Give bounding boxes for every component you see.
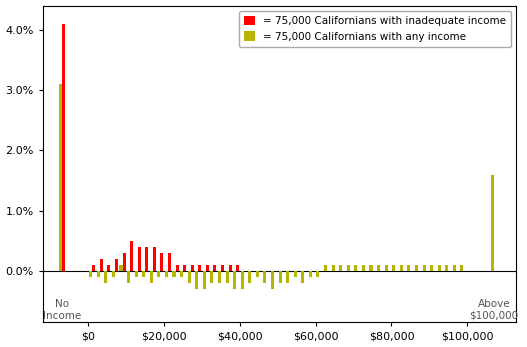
Bar xyxy=(271,271,274,289)
Bar xyxy=(218,271,221,283)
Bar xyxy=(392,265,395,271)
Bar xyxy=(206,265,209,271)
Legend: = 75,000 Californians with inadequate income, = 75,000 Californians with any inc: = 75,000 Californians with inadequate in… xyxy=(239,11,511,47)
Bar xyxy=(195,271,198,289)
Bar xyxy=(294,271,297,277)
Bar xyxy=(203,271,206,289)
Bar xyxy=(115,259,118,271)
Bar xyxy=(437,265,441,271)
Bar xyxy=(145,247,148,271)
Text: Above
$100,000: Above $100,000 xyxy=(469,299,519,321)
Bar xyxy=(301,271,305,283)
Bar xyxy=(423,265,426,271)
Bar xyxy=(347,265,350,271)
Bar xyxy=(229,265,232,271)
Bar xyxy=(369,265,373,271)
Bar xyxy=(62,24,65,271)
Bar xyxy=(354,265,357,271)
Bar xyxy=(108,265,111,271)
Bar xyxy=(168,253,171,271)
Bar xyxy=(172,271,175,277)
Bar xyxy=(191,265,194,271)
Bar xyxy=(158,271,160,277)
Bar xyxy=(241,271,243,289)
Bar xyxy=(183,265,186,271)
Bar xyxy=(430,265,433,271)
Bar xyxy=(279,271,281,283)
Bar xyxy=(491,175,494,271)
Bar xyxy=(377,265,380,271)
Bar xyxy=(175,265,179,271)
Bar xyxy=(461,265,463,271)
Bar xyxy=(316,271,319,277)
Bar xyxy=(165,271,168,277)
Bar xyxy=(210,271,213,283)
Bar xyxy=(97,271,100,277)
Bar xyxy=(453,265,456,271)
Bar xyxy=(339,265,342,271)
Bar xyxy=(256,271,259,277)
Bar xyxy=(324,265,327,271)
Text: No
Income: No Income xyxy=(43,299,81,321)
Bar xyxy=(134,271,138,277)
Bar xyxy=(233,271,236,289)
Bar xyxy=(198,265,201,271)
Bar xyxy=(104,271,108,283)
Bar xyxy=(415,265,418,271)
Bar xyxy=(150,271,153,283)
Bar xyxy=(59,84,62,271)
Bar xyxy=(122,253,125,271)
Bar xyxy=(142,271,145,277)
Bar xyxy=(331,265,335,271)
Bar xyxy=(385,265,388,271)
Bar xyxy=(89,271,92,277)
Bar xyxy=(160,253,163,271)
Bar xyxy=(92,265,95,271)
Bar xyxy=(226,271,229,283)
Bar xyxy=(264,271,267,283)
Bar xyxy=(400,265,403,271)
Bar xyxy=(248,271,251,283)
Bar xyxy=(309,271,312,277)
Bar xyxy=(286,271,289,283)
Bar xyxy=(407,265,411,271)
Bar xyxy=(112,271,115,277)
Bar xyxy=(153,247,156,271)
Bar xyxy=(127,271,130,283)
Bar xyxy=(120,265,122,271)
Bar xyxy=(100,259,103,271)
Bar xyxy=(445,265,448,271)
Bar xyxy=(236,265,239,271)
Bar xyxy=(362,265,365,271)
Bar xyxy=(213,265,217,271)
Bar xyxy=(188,271,191,283)
Bar xyxy=(180,271,183,277)
Bar xyxy=(138,247,141,271)
Bar xyxy=(130,241,133,271)
Bar xyxy=(221,265,224,271)
